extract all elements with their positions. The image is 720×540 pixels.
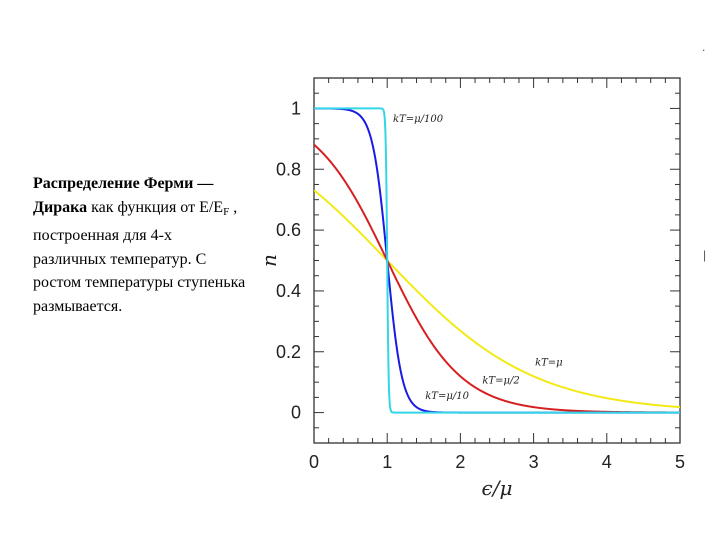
y-tick-label: 0.4 (276, 281, 301, 301)
x-tick-label: 2 (455, 452, 465, 472)
x-tick-label: 5 (675, 452, 685, 472)
series-label: kT=μ/10 (425, 391, 469, 402)
series-curve (314, 107, 680, 414)
x-tick-label: 4 (602, 452, 612, 472)
series-label: kT=μ (535, 357, 563, 368)
caption-subscript: F (223, 205, 230, 218)
y-tick-label: 0 (291, 403, 301, 423)
y-tick-label: 0.6 (276, 220, 301, 240)
stray-mark-dot: . (702, 40, 706, 54)
series-label: kT=μ/2 (482, 376, 519, 387)
series-curve (314, 189, 680, 409)
figure-caption: Распределение Ферми — Дирака как функция… (33, 172, 248, 318)
y-tick-label: 0.8 (276, 159, 301, 179)
y-tick-label: 0.2 (276, 342, 301, 362)
x-axis-label: ϵ/μ (482, 476, 513, 500)
x-tick-label: 3 (529, 452, 539, 472)
y-axis-label: n (257, 254, 281, 267)
caption-text-1: как функция от E/E (87, 198, 224, 216)
y-tick-label: 1 (291, 98, 301, 118)
caption-title: Распределение Ферми — Дирака (33, 175, 214, 216)
series-label: kT=μ/100 (393, 114, 444, 125)
caption-text-2: , построенная для 4-х различных температ… (33, 198, 246, 315)
series-curve (314, 143, 680, 414)
x-tick-label: 0 (309, 452, 319, 472)
stray-mark-bar: | (703, 248, 707, 262)
series-curve (314, 107, 680, 414)
x-tick-label: 1 (382, 452, 392, 472)
